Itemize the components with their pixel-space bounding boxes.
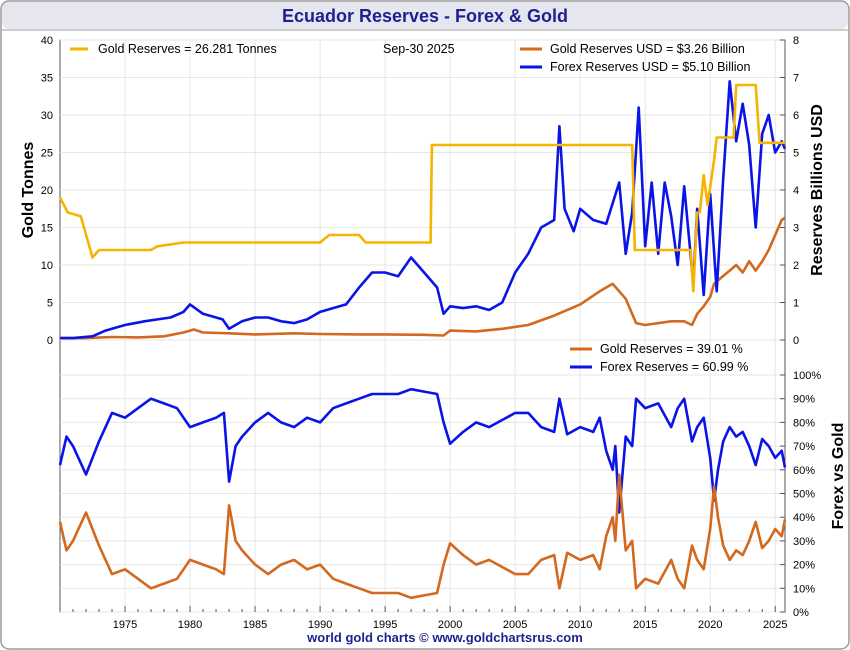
legend-gold-usd: Gold Reserves USD = $3.26 Billion [550,42,745,56]
chart-title: Ecuador Reserves - Forex & Gold [282,6,568,26]
top-legend: Gold Reserves = 26.281 Tonnes Sep-30 202… [70,42,750,74]
pct-tick-label: 10% [793,583,815,595]
left-tick-label: 0 [47,335,53,347]
left-tick-label: 30 [41,110,53,122]
series-layer [58,80,787,600]
series-line-gold-tonnes [58,83,786,293]
pct-tick-label: 100% [793,370,821,382]
right-tick-label: 8 [793,35,799,47]
pct-tick-label: 80% [793,417,815,429]
bottom-legend: Gold Reserves = 39.01 % Forex Reserves =… [570,342,748,374]
right-tick-label: 7 [793,73,799,85]
legend-forex-pct: Forex Reserves = 60.99 % [600,360,748,374]
x-tick-label: 2005 [503,619,527,631]
left-tick-label: 20 [41,185,53,197]
legend-gold-pct: Gold Reserves = 39.01 % [600,342,743,356]
pct-tick-label: 0% [793,607,809,619]
left-tick-label: 25 [41,148,53,160]
left-tick-label: 35 [41,73,53,85]
left-axis-label: Gold Tonnes [20,142,37,239]
right-tick-label: 3 [793,223,799,235]
tick-layer: 1975 1980 1985 1990 1995 2000 2005 2010 2015 2020… [41,35,822,631]
right-tick-label: 2 [793,260,799,272]
right-tick-label: 1 [793,298,799,310]
left-tick-label: 40 [41,35,53,47]
pct-tick-label: 60% [793,465,815,477]
x-tick-label: 1985 [243,619,267,631]
x-tick-label: 2015 [633,619,657,631]
pct-tick-label: 30% [793,536,815,548]
bottom-right-axis-label: Forex vs Gold [830,423,847,530]
left-tick-label: 15 [41,223,53,235]
x-tick-label: 1990 [308,619,332,631]
legend-forex: Forex Reserves USD = $5.10 Billion [550,60,750,74]
title-bar [2,2,848,29]
right-axis-label: Reserves Billions USD [809,104,826,276]
pct-tick-label: 50% [793,489,815,501]
right-tick-label: 5 [793,148,799,160]
x-tick-label: 2010 [568,619,592,631]
x-tick-label: 2020 [698,619,722,631]
left-tick-label: 10 [41,260,53,272]
series-line-gold-pct [58,473,787,600]
right-tick-label: 4 [793,185,799,197]
x-tick-label: 2025 [763,619,787,631]
pct-tick-label: 70% [793,441,815,453]
x-tick-label: 2000 [438,619,462,631]
legend-gold-tonnes: Gold Reserves = 26.281 Tonnes [98,42,277,56]
left-tick-label: 5 [47,298,53,310]
x-tick-label: 1980 [178,619,202,631]
grid-layer [60,39,785,613]
series-line-forex-pct [58,387,787,514]
right-tick-label: 6 [793,110,799,122]
date-label: Sep-30 2025 [383,42,455,56]
pct-tick-label: 90% [793,394,815,406]
pct-tick-label: 40% [793,512,815,524]
right-tick-label: 0 [793,335,799,347]
x-tick-label: 1975 [113,619,137,631]
footer-credit: world gold charts © www.goldchartsrus.co… [306,630,583,645]
x-tick-label: 1995 [373,619,397,631]
bottom-plot-area [59,339,786,613]
pct-tick-label: 20% [793,560,815,572]
series-line-gold-usd [60,216,786,340]
